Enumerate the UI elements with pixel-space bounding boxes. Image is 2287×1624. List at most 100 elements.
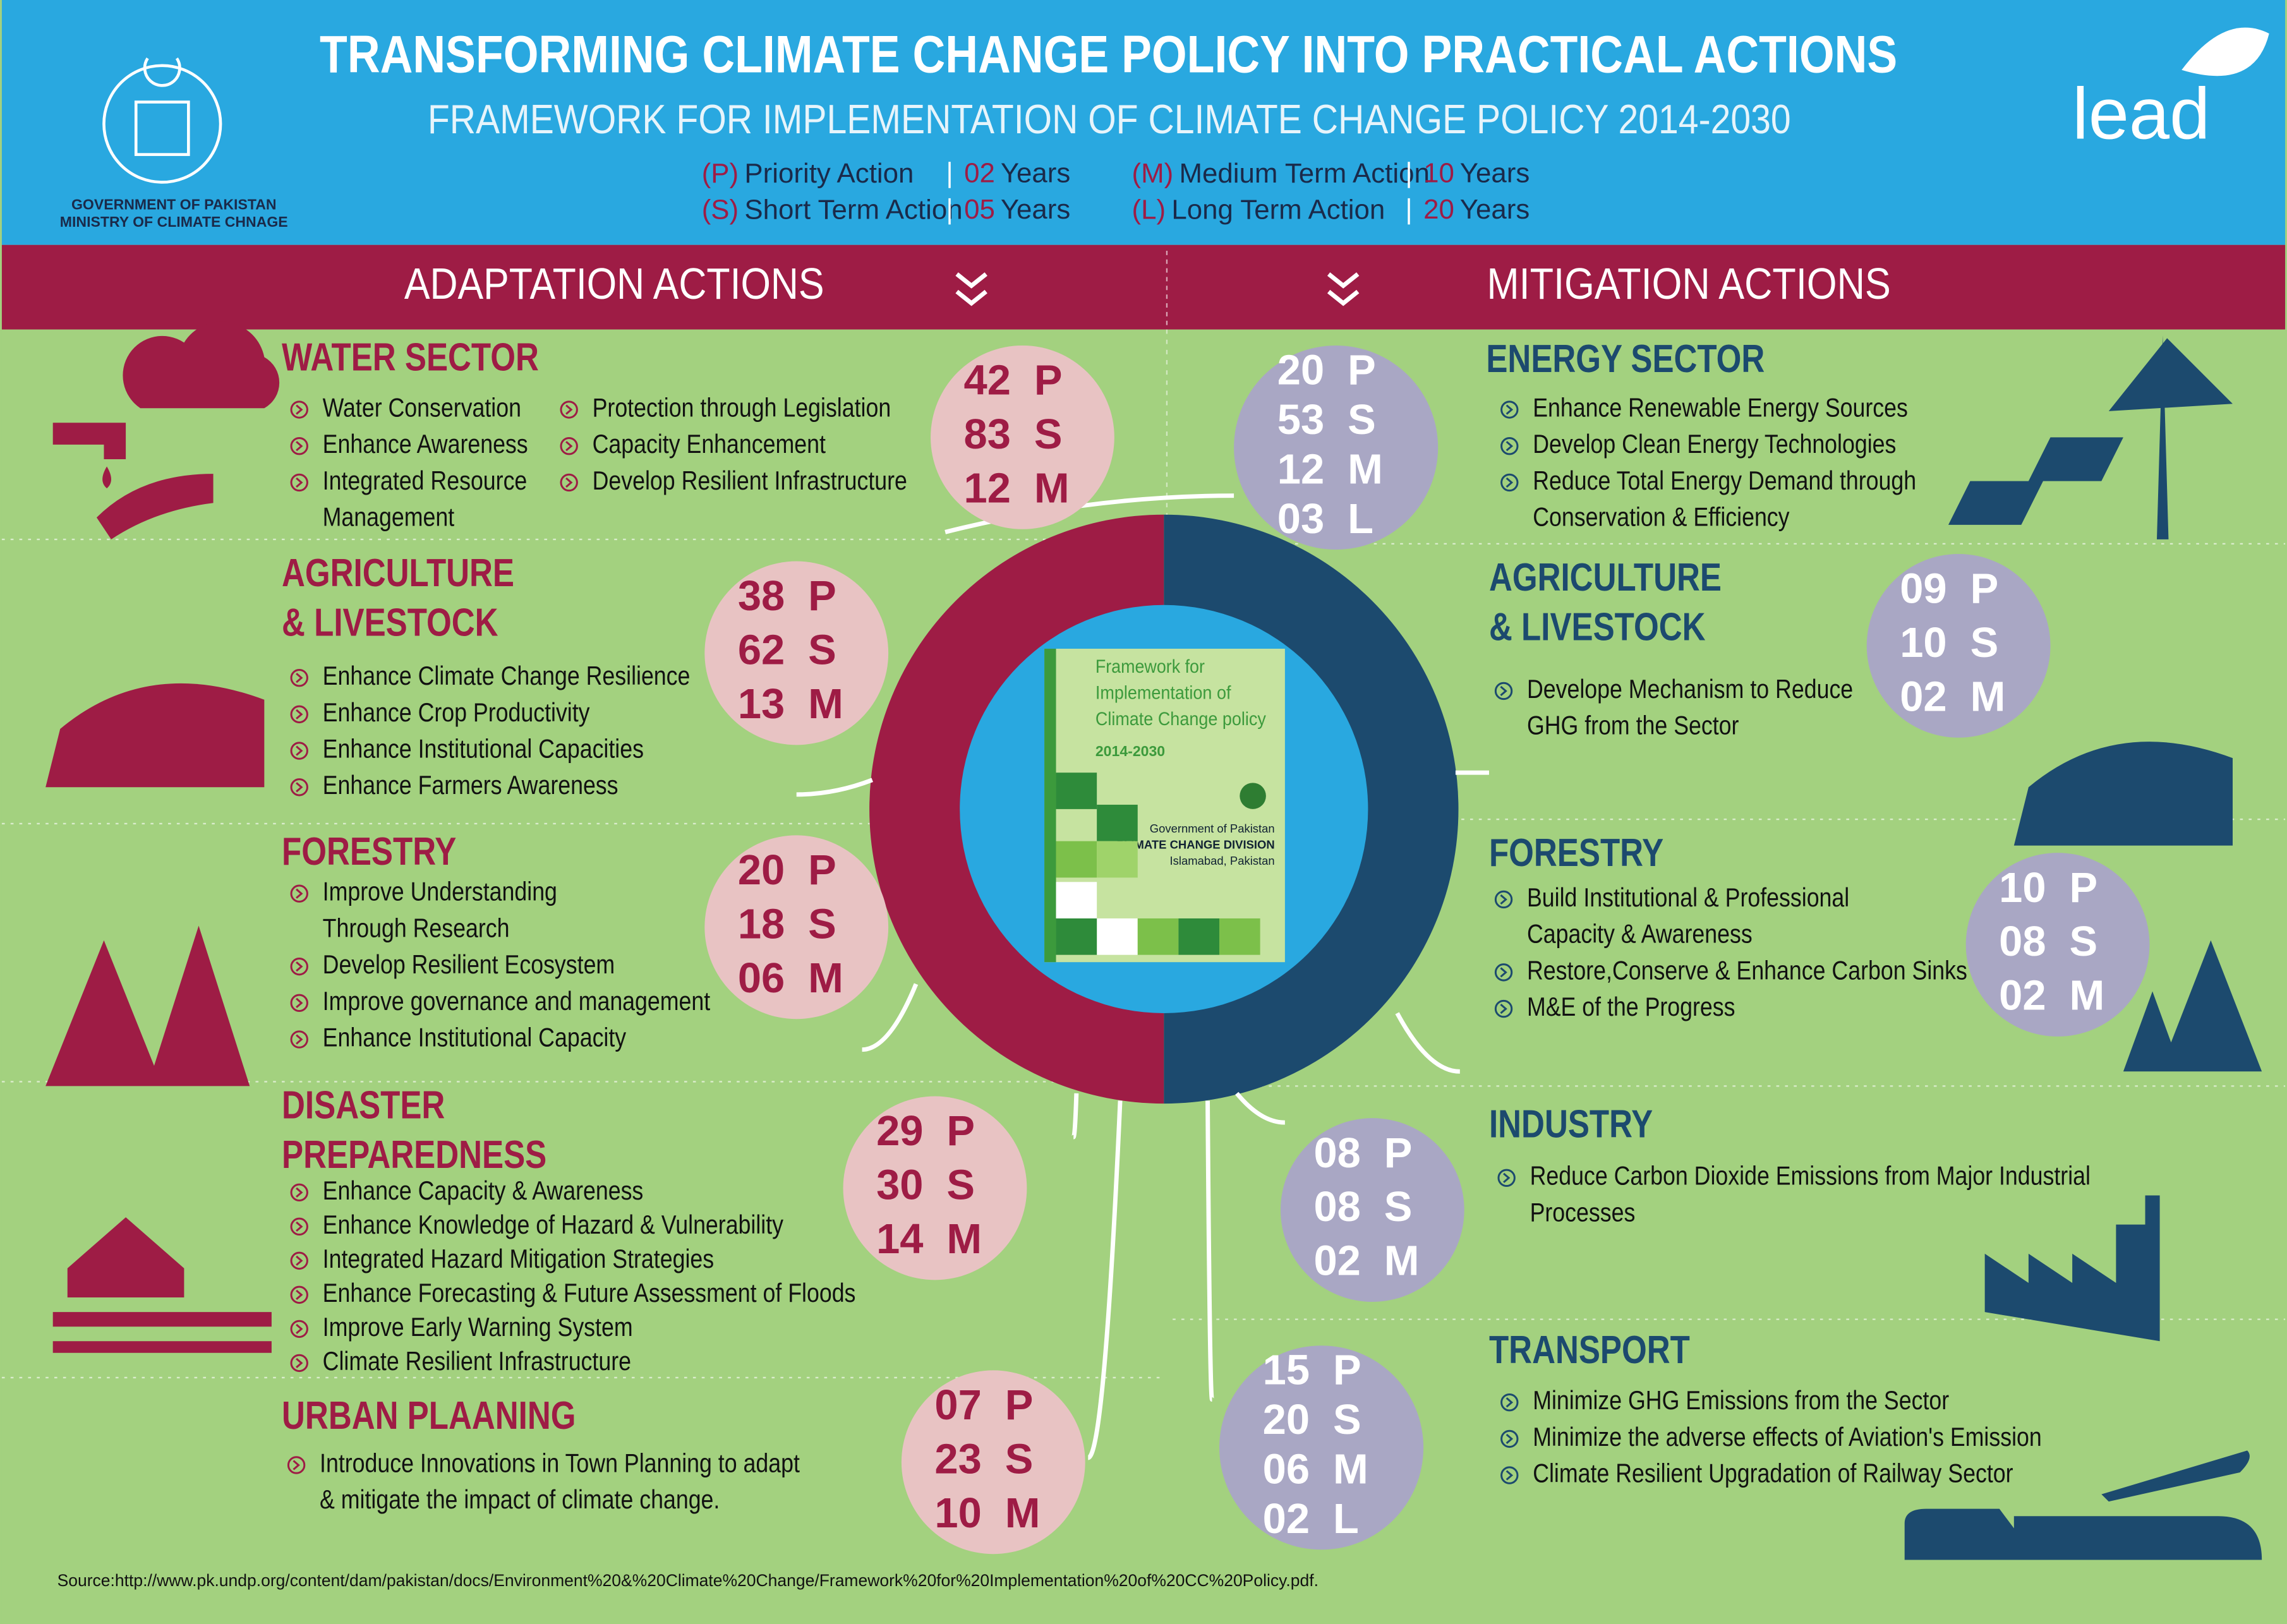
action-item: Improve governance and management bbox=[323, 987, 711, 1016]
count-number: 08 bbox=[1313, 1129, 1360, 1177]
bullet-arrow bbox=[1506, 441, 1514, 452]
count-number: 08 bbox=[1999, 918, 2046, 965]
book-org: Government of Pakistan bbox=[1150, 822, 1275, 835]
book-square bbox=[1056, 918, 1097, 955]
count-code: M bbox=[1333, 1446, 1368, 1493]
lead-leaf bbox=[2181, 27, 2269, 76]
action-item: Improve Early Warning System bbox=[323, 1313, 633, 1342]
icon-farm bbox=[45, 683, 265, 788]
source: Source:http://www.pk.undp.org/content/da… bbox=[57, 1571, 1318, 1590]
bullet-arrow bbox=[296, 1221, 303, 1232]
legend-num: 02 bbox=[964, 158, 995, 189]
book-org: CLIMATE CHANGE DIVISION bbox=[1116, 838, 1275, 851]
count-bubble bbox=[704, 835, 889, 1020]
sector-title: PREPAREDNESS bbox=[282, 1133, 546, 1177]
chevron bbox=[955, 272, 987, 289]
connector bbox=[944, 493, 1234, 534]
action-item: Develop Resilient Ecosystem bbox=[323, 951, 615, 980]
title: TRANSFORMING CLIMATE CHANGE POLICY INTO … bbox=[320, 25, 1897, 83]
connector bbox=[1235, 1092, 1286, 1125]
count-code: S bbox=[1005, 1435, 1034, 1483]
bullet bbox=[290, 437, 308, 455]
action-item: Enhance Knowledge of Hazard & Vulnerabil… bbox=[323, 1210, 784, 1239]
bullet bbox=[560, 473, 578, 492]
bullet bbox=[290, 957, 308, 976]
count-code: M bbox=[808, 680, 843, 728]
action-item: Develop Clean Energy Technologies bbox=[1533, 430, 1896, 459]
icon-farm2 bbox=[2013, 742, 2233, 846]
book-square bbox=[1097, 918, 1138, 955]
count-code: S bbox=[808, 627, 836, 674]
bullet bbox=[290, 994, 308, 1013]
icon-tap bbox=[52, 423, 126, 489]
icon-hand bbox=[96, 474, 214, 539]
bullet bbox=[290, 742, 308, 760]
emblem bbox=[102, 57, 222, 184]
bullet-arrow bbox=[1506, 1470, 1514, 1481]
count-code: P bbox=[1005, 1381, 1034, 1429]
bullet-arrow bbox=[1500, 1004, 1507, 1014]
bullet bbox=[290, 1354, 308, 1373]
bullet bbox=[287, 1456, 306, 1474]
bullet-arrow bbox=[296, 997, 303, 1008]
bullet-arrow bbox=[1506, 1433, 1514, 1444]
bullet-arrow bbox=[296, 782, 303, 793]
count-number: 18 bbox=[738, 900, 785, 947]
legend-num: 05 bbox=[964, 194, 995, 225]
legend-name: Long Term Action bbox=[1171, 194, 1385, 225]
bullet-arrow bbox=[1506, 477, 1514, 488]
action-item: Enhance Institutional Capacity bbox=[323, 1023, 627, 1052]
sector-title: INDUSTRY bbox=[1489, 1102, 1653, 1146]
icon-cloud bbox=[123, 322, 280, 409]
count-number: 12 bbox=[1277, 445, 1324, 493]
count-code: S bbox=[1384, 1183, 1413, 1230]
bullet-arrow bbox=[296, 1323, 303, 1334]
count-bubble bbox=[931, 345, 1114, 529]
action-item: Water Conservation bbox=[323, 394, 521, 423]
count-number: 12 bbox=[964, 464, 1011, 512]
legend-name: Medium Term Action bbox=[1180, 158, 1430, 189]
bullet bbox=[290, 1030, 308, 1049]
book-square bbox=[1097, 804, 1138, 841]
action-item: Build Institutional & Professional bbox=[1527, 883, 1849, 912]
legend-code: (M) bbox=[1132, 158, 1174, 189]
bullet bbox=[1500, 437, 1519, 455]
count-code: M bbox=[946, 1215, 982, 1263]
bullet bbox=[1500, 473, 1519, 492]
book-title: Climate Change policy bbox=[1095, 709, 1266, 730]
count-bubble bbox=[1965, 853, 2150, 1037]
action-item: GHG from the Sector bbox=[1527, 711, 1739, 740]
bullet bbox=[290, 1320, 308, 1338]
count-number: 14 bbox=[876, 1215, 923, 1263]
action-item: Enhance Renewable Energy Sources bbox=[1533, 394, 1908, 423]
sector-title: AGRICULTURE bbox=[1489, 555, 1722, 599]
action-item: Enhance Farmers Awareness bbox=[323, 771, 619, 800]
bullet-arrow bbox=[296, 1034, 303, 1045]
sector-title: WATER SECTOR bbox=[282, 335, 539, 380]
icon-tree bbox=[45, 925, 250, 1086]
count-bubble bbox=[1219, 1345, 1424, 1550]
legend-code: (P) bbox=[702, 158, 739, 189]
action-item: Develop Resilient Infrastructure bbox=[593, 466, 907, 495]
action-item: Climate Resilient Upgradation of Railway… bbox=[1533, 1459, 2013, 1488]
action-item: M&E of the Progress bbox=[1527, 993, 1735, 1022]
count-code: M bbox=[1348, 445, 1383, 493]
bullet bbox=[1494, 999, 1513, 1018]
book-square bbox=[1056, 773, 1097, 809]
bullet-arrow bbox=[565, 477, 573, 488]
bullet bbox=[290, 1285, 308, 1304]
bullet-arrow bbox=[1503, 1172, 1511, 1183]
action-item: Enhance Climate Change Resilience bbox=[323, 662, 691, 691]
bullet bbox=[560, 400, 578, 419]
action-item: Minimize GHG Emissions from the Sector bbox=[1533, 1386, 1949, 1416]
count-bubble bbox=[843, 1096, 1027, 1280]
action-item: Enhance Institutional Capacities bbox=[323, 735, 644, 764]
connector bbox=[1205, 1100, 1214, 1402]
action-item: Enhance Awareness bbox=[323, 430, 528, 459]
count-bubble bbox=[1866, 554, 2051, 738]
bullet-arrow bbox=[296, 1289, 303, 1300]
legend-entry: (L) Long Term Action bbox=[1132, 194, 1385, 225]
connector bbox=[862, 983, 919, 1052]
connector bbox=[1071, 1093, 1079, 1140]
